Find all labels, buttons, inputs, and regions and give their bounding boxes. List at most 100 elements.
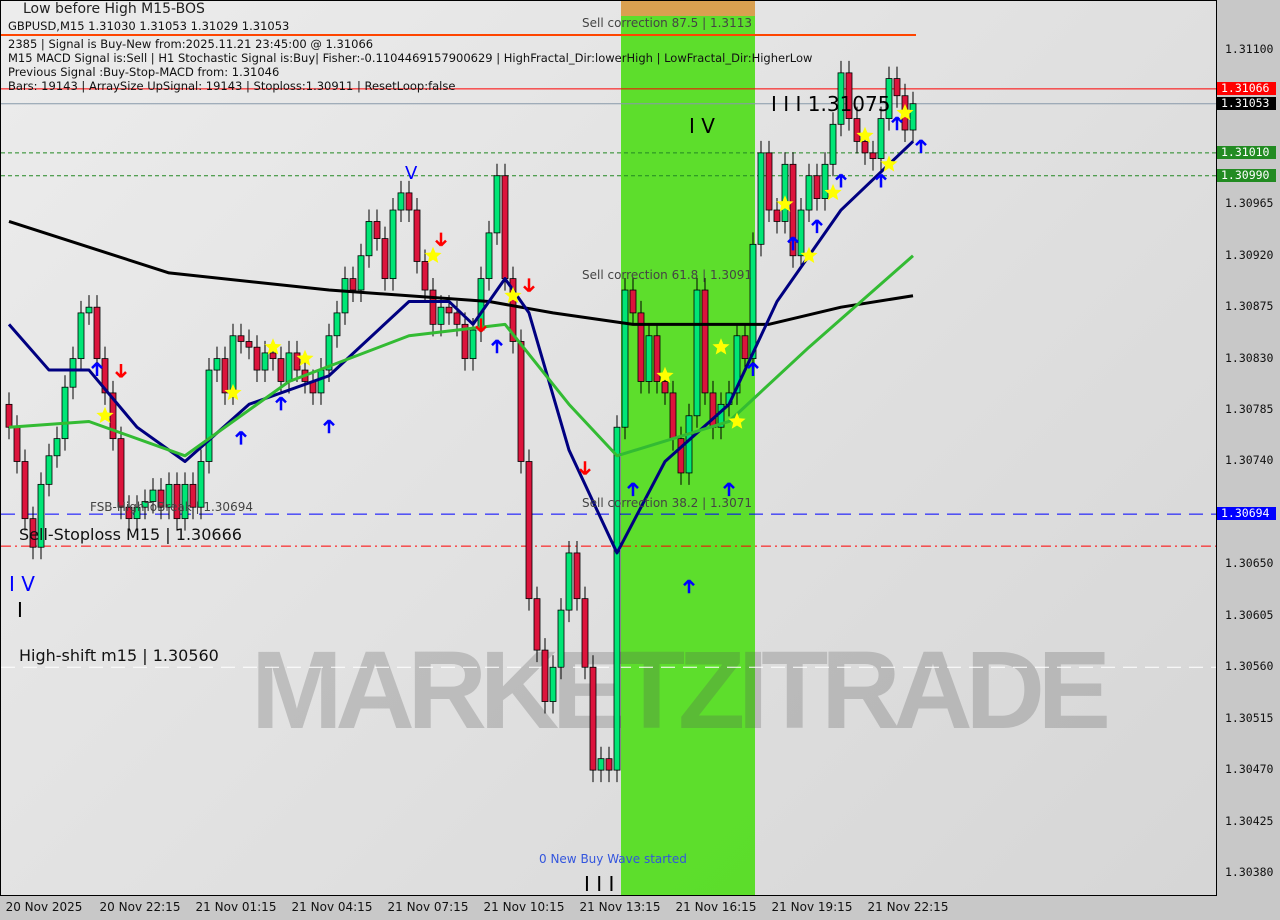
price-level-tag: 1.31010 [1217,145,1276,159]
bear-candle [701,289,709,394]
price-level-tag: 1.31066 [1217,81,1276,95]
up-arrow-icon [91,362,103,377]
price-axis[interactable]: 1.31100 1.30965 1.30920 1.30875 1.30830 1.307… [1217,0,1280,896]
bear-candle [533,598,541,651]
time-tick-label: 21 Nov 01:15 [195,900,277,914]
bear-candle [637,312,645,382]
price-tick-label: 1.30470 [1225,762,1274,777]
up-arrow-icon [891,116,903,131]
info-line-1: 2385 | Signal is Buy-New from:2025.11.21… [8,37,374,51]
wave-iv-left-label: I V [9,572,35,596]
price-tick-label: 1.30605 [1225,607,1274,622]
bull-candle [317,369,325,394]
sell-correction-618-label: Sell correction 61.8 | 1.3091 [582,268,752,282]
bear-candle [845,72,853,119]
new-buy-wave-label: 0 New Buy Wave started [539,852,687,866]
down-arrow-icon [523,278,535,293]
bear-candle [117,438,125,508]
bull-candle [149,489,157,502]
bull-candle [197,461,205,508]
bear-candle [525,461,533,600]
bull-candle [45,455,53,485]
star-signal-icon [504,286,522,304]
star-signal-icon [424,246,442,264]
down-arrow-icon [579,461,591,476]
star-signal-icon [896,103,914,121]
bull-candle [85,306,93,314]
bull-candle [69,358,77,388]
bull-candle [261,352,269,371]
price-level-tag: 1.30694 [1217,507,1276,521]
star-signal-icon [856,126,874,144]
wave-iii-price-label: I I I 1.31075 [771,92,891,116]
bull-candle [621,289,629,428]
bull-candle [133,506,141,520]
price-tick-label: 1.30965 [1225,196,1274,211]
bear-candle [813,175,821,199]
price-level-tag: 1.30990 [1217,168,1276,182]
bear-candle [21,461,29,520]
chart-plot-area[interactable]: MARKETZITRADE Low before High M15-BOS GB… [0,0,1217,896]
moving-average-line [8,254,914,458]
bear-candle [741,335,749,360]
bull-candle [37,483,45,548]
bear-candle [445,306,453,314]
bear-candle [853,118,861,142]
price-tick-label: 1.30920 [1225,247,1274,262]
bear-candle [653,335,661,382]
price-tick-label: 1.30560 [1225,659,1274,674]
bear-candle [221,358,229,394]
bear-candle [157,489,165,508]
sell-correction-875-label: Sell correction 87.5 | 1.3113 [582,16,752,30]
bull-candle [141,501,149,508]
bull-candle [597,758,605,771]
bull-candle [341,278,349,314]
info-line-4: Bars: 19143 | ArraySize UpSignal: 19143 … [8,79,456,93]
bear-candle [789,163,797,257]
price-tick-label: 1.30380 [1225,864,1274,879]
up-arrow-icon [683,579,695,594]
price-tick-label: 1.31100 [1225,42,1274,56]
time-axis[interactable]: 20 Nov 2025 20 Nov 22:15 21 Nov 01:15 21 No… [0,896,1280,920]
bull-candle [797,209,805,257]
up-arrow-icon [275,396,287,411]
star-signal-icon [800,246,818,264]
bear-candle [661,381,669,394]
up-arrow-icon [787,236,799,251]
down-arrow-icon [115,364,127,378]
up-arrow-icon [627,482,639,497]
info-line-3: Previous Signal :Buy-Stop-MACD from: 1.3… [8,65,280,79]
bear-candle [429,289,437,325]
bull-candle [829,123,837,165]
up-arrow-icon [323,419,335,434]
bull-candle [885,78,893,119]
star-signal-icon [880,155,898,172]
bear-candle [237,335,245,342]
bull-candle [469,329,477,360]
star-signal-icon [296,349,314,366]
price-tick-label: 1.30515 [1225,710,1274,725]
bear-candle [581,598,589,668]
bull-candle [389,209,397,280]
up-arrow-icon [835,173,847,188]
bull-candle [333,312,341,337]
bear-candle [277,358,285,382]
wave-iv-label: I V [689,114,715,138]
bear-candle [5,403,13,428]
bull-candle [805,175,813,211]
price-tick-label: 1.30875 [1225,299,1274,314]
bull-candle [165,483,173,508]
bear-candle [669,392,677,440]
bear-candle [677,438,685,474]
up-arrow-icon [747,362,759,377]
bear-candle [29,518,37,548]
wave-v-label: V [405,163,418,184]
time-tick-label: 21 Nov 13:15 [579,900,661,914]
moving-average-line [8,220,914,326]
bear-candle [269,352,277,360]
star-signal-icon [728,412,746,429]
bear-candle [861,141,869,154]
price-tick-label: 1.30785 [1225,402,1274,417]
bull-candle [781,163,789,222]
bull-candle [397,192,405,211]
